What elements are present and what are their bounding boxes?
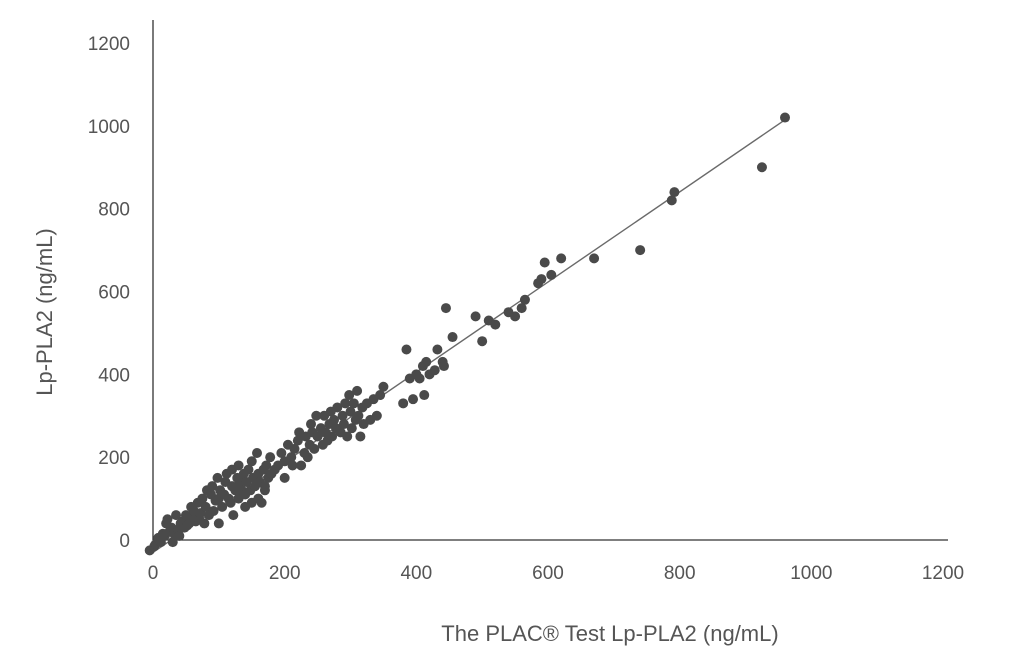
data-point [265, 452, 276, 463]
data-point [432, 344, 443, 355]
x-tick-label: 400 [400, 563, 432, 584]
data-point [212, 472, 223, 483]
x-axis-label: The PLAC® Test Lp-PLA2 (ng/mL) [441, 621, 778, 646]
data-point [353, 410, 364, 421]
data-point [228, 510, 239, 521]
data-point [345, 406, 356, 417]
data-point [276, 448, 287, 459]
y-tick-label: 400 [98, 365, 130, 386]
data-point [408, 394, 419, 405]
data-point [167, 537, 178, 548]
data-point [311, 410, 322, 421]
y-tick-label: 1000 [88, 117, 130, 138]
data-point [342, 431, 353, 442]
data-point [246, 456, 257, 467]
y-axis-label: Lp-PLA2 (ng/mL) [32, 228, 57, 396]
data-point [289, 443, 300, 454]
x-tick-label: 200 [269, 563, 301, 584]
data-point [756, 162, 767, 173]
data-point [162, 514, 173, 525]
data-point [546, 269, 557, 280]
data-point [197, 493, 208, 504]
x-tick-labels: 0 200 400 600 800 1000 1200 [148, 563, 964, 584]
data-point [292, 435, 303, 446]
data-point [519, 294, 530, 305]
data-point [510, 311, 521, 322]
x-tick-label: 0 [148, 563, 159, 584]
data-point [296, 460, 307, 471]
data-point [207, 481, 218, 492]
y-tick-label: 800 [98, 200, 130, 221]
data-point [252, 448, 263, 459]
data-point [217, 501, 228, 512]
data-point [780, 112, 790, 123]
data-point [302, 452, 313, 463]
data-point [306, 419, 316, 430]
data-point [312, 431, 323, 442]
data-point [329, 414, 340, 425]
data-points [144, 112, 790, 556]
data-point [490, 319, 501, 330]
data-point [261, 460, 272, 471]
data-point [589, 253, 600, 264]
data-point [279, 472, 290, 483]
data-point [477, 336, 488, 347]
data-point [414, 373, 425, 384]
y-tick-label: 0 [119, 531, 130, 552]
y-tick-label: 1200 [88, 34, 130, 55]
data-point [375, 390, 386, 401]
x-tick-label: 800 [664, 563, 696, 584]
x-tick-label: 1000 [790, 563, 832, 584]
data-point [208, 506, 219, 517]
data-point [429, 365, 440, 376]
data-point [287, 460, 298, 471]
data-point [539, 257, 550, 268]
data-point [355, 431, 366, 442]
data-point [259, 485, 270, 496]
data-point [174, 530, 185, 541]
data-point [447, 332, 458, 343]
data-point [421, 356, 432, 367]
data-point [346, 423, 357, 434]
data-point [213, 518, 224, 529]
data-point [171, 510, 182, 521]
data-point [669, 187, 680, 198]
data-point [199, 518, 210, 529]
data-point [344, 390, 355, 401]
data-point [371, 410, 382, 421]
data-point [338, 419, 349, 430]
data-point [440, 303, 451, 314]
data-point [243, 464, 254, 475]
data-point [256, 497, 267, 508]
data-point [419, 390, 430, 401]
y-tick-labels: 0 200 400 600 800 1000 1200 [88, 34, 130, 552]
data-point [233, 460, 244, 471]
data-point [309, 443, 320, 454]
x-tick-label: 600 [532, 563, 564, 584]
data-point [470, 311, 481, 322]
data-point [401, 344, 412, 355]
data-point [225, 497, 236, 508]
data-point [352, 385, 363, 396]
data-point [378, 381, 389, 392]
data-point [438, 361, 449, 372]
data-point [340, 398, 351, 409]
y-tick-label: 200 [98, 448, 130, 469]
data-point [337, 410, 348, 421]
data-point [635, 245, 646, 256]
data-point [332, 402, 343, 413]
data-point [536, 274, 547, 285]
data-point [327, 431, 338, 442]
data-point [348, 398, 359, 409]
x-tick-label: 1200 [922, 563, 964, 584]
y-tick-label: 600 [98, 283, 130, 304]
data-point [516, 303, 527, 314]
data-point [200, 501, 211, 512]
data-point [398, 398, 409, 409]
data-point [556, 253, 567, 264]
data-point [286, 452, 297, 463]
data-point [666, 195, 677, 206]
